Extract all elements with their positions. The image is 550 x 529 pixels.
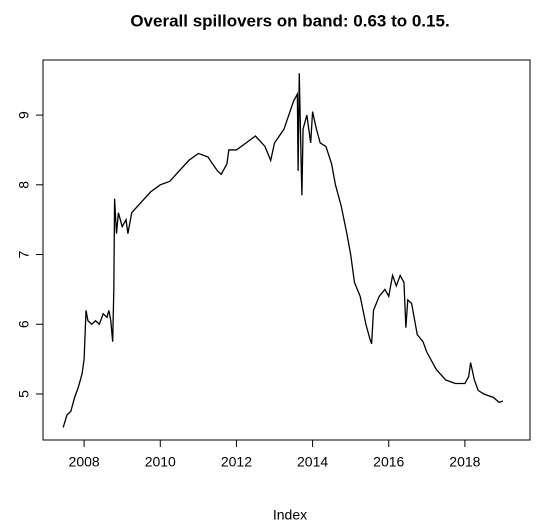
- x-tick-label: 2008: [69, 454, 100, 470]
- x-tick-label: 2010: [145, 454, 176, 470]
- y-tick-label: 6: [16, 320, 32, 328]
- chart-title: Overall spillovers on band: 0.63 to 0.15…: [130, 11, 449, 30]
- y-tick-label: 5: [16, 390, 32, 398]
- x-tick-label: 2014: [297, 454, 328, 470]
- x-tick-label: 2012: [221, 454, 252, 470]
- x-tick-label: 2018: [449, 454, 480, 470]
- y-tick-label: 9: [16, 111, 32, 119]
- y-tick-label: 7: [16, 250, 32, 258]
- series-line: [62, 73, 504, 428]
- x-axis-label: Index: [273, 507, 307, 523]
- y-tick-label: 8: [16, 181, 32, 189]
- x-tick-label: 2016: [373, 454, 404, 470]
